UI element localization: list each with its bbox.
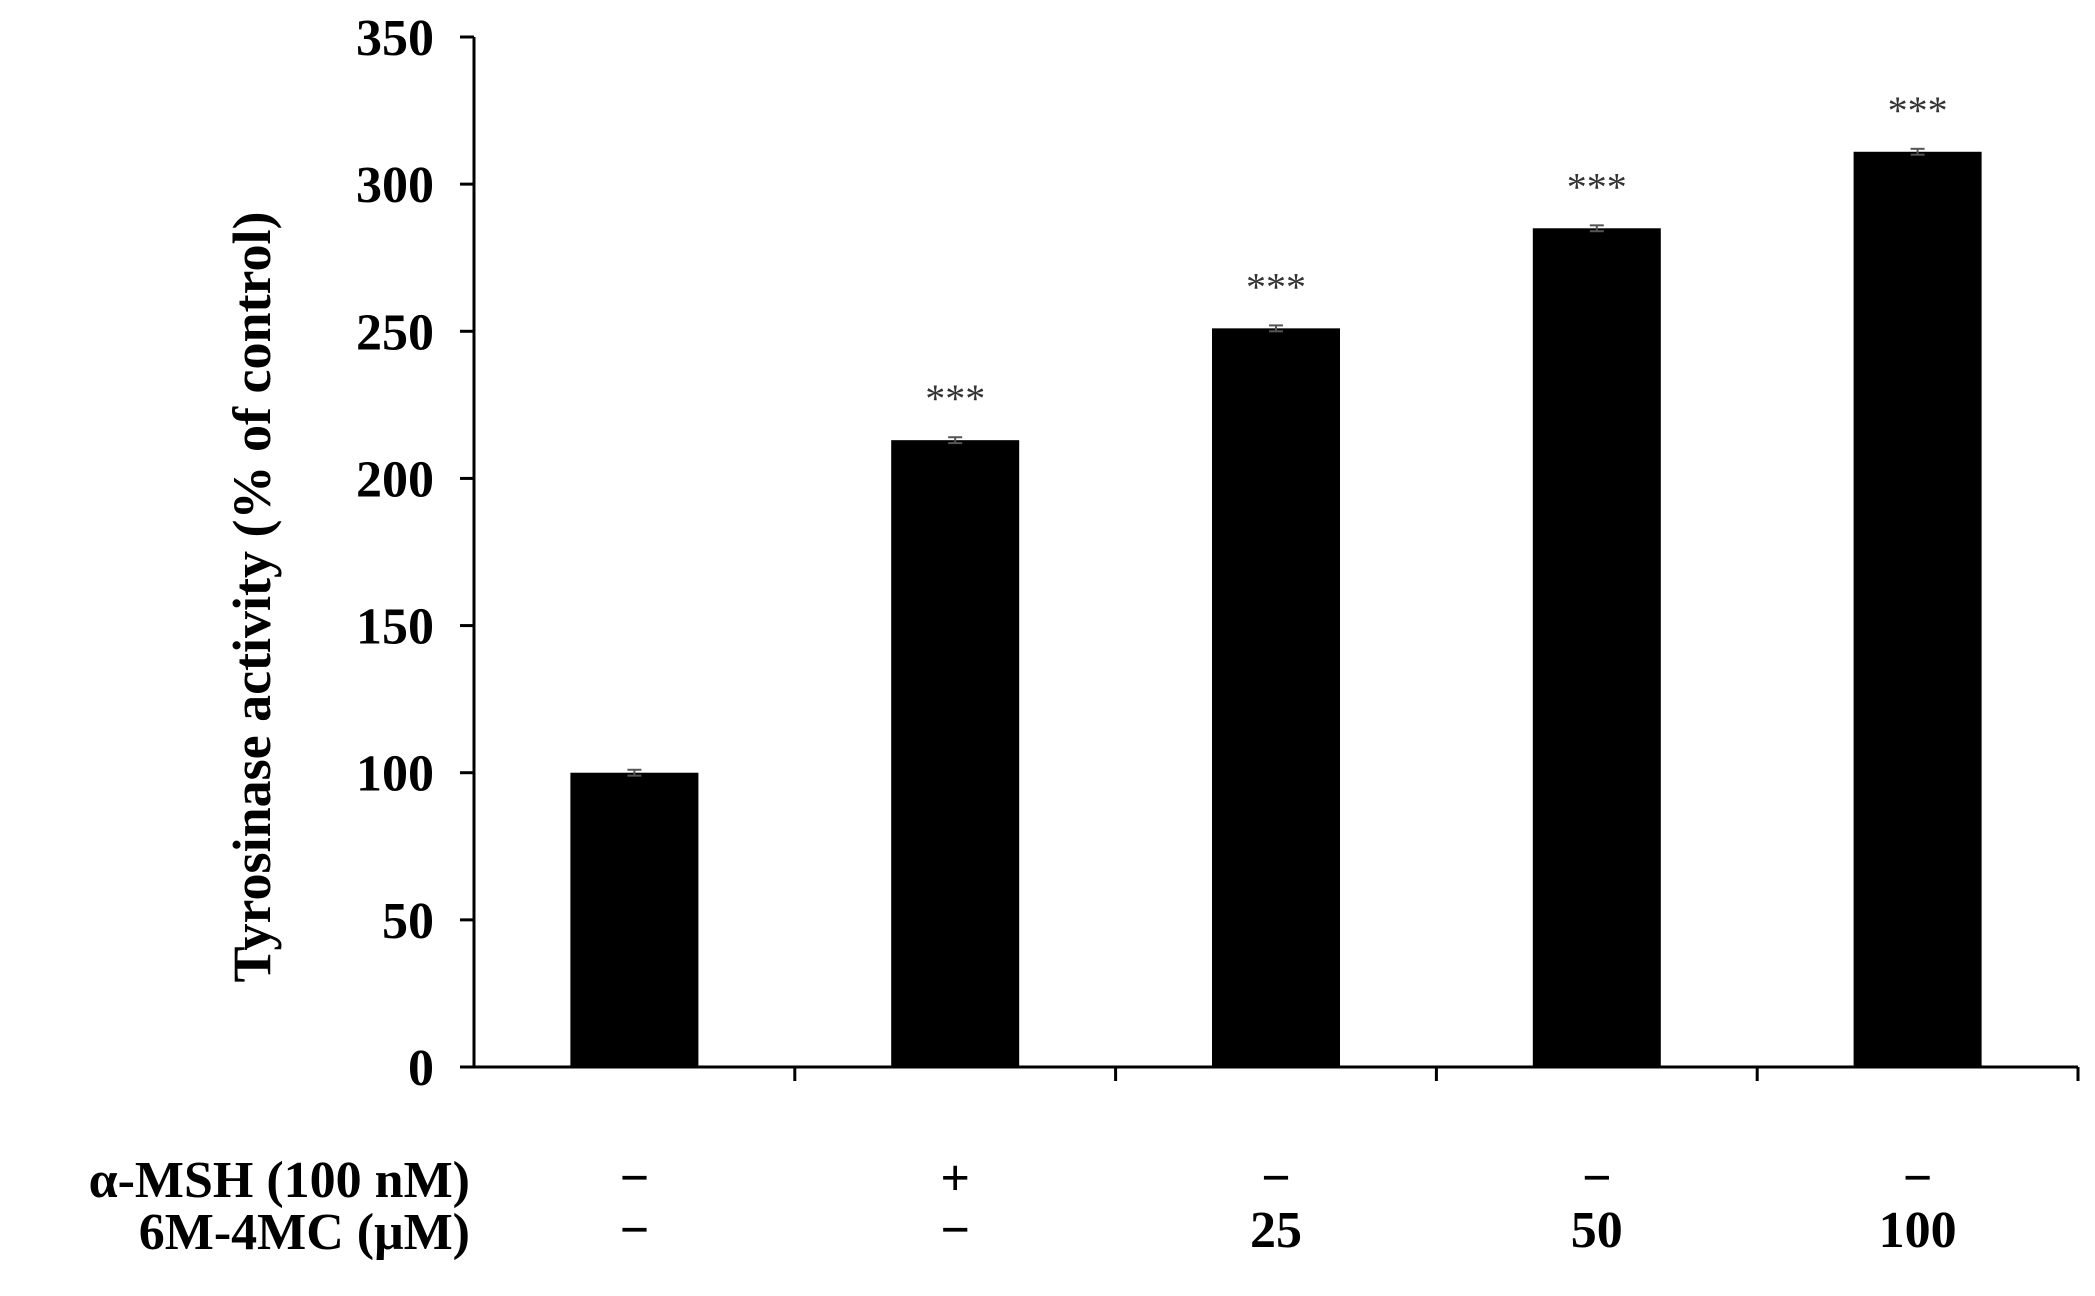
treatment-cell: − — [940, 1202, 970, 1259]
labels-layer: ************α-MSH (100 nM) − + − − −6M-4MC (μ… — [89, 88, 1957, 1261]
treatment-cell: − — [620, 1202, 650, 1259]
significance-label: *** — [1888, 88, 1948, 133]
y-tick-label: 100 — [356, 746, 434, 803]
treatment-row-label: α-MSH (100 nM) — [89, 1152, 470, 1209]
treatment-cell: + — [940, 1150, 970, 1207]
y-tick-label: 250 — [356, 304, 434, 361]
treatment-cell: 25 — [1250, 1202, 1302, 1259]
axes-layer: 0 50 100 150 200 250 300 350 — [356, 10, 2080, 1097]
significance-label: *** — [1567, 164, 1627, 209]
treatment-cell: − — [1903, 1150, 1933, 1207]
y-axis-label: Tyrosinase activity (% of control) — [222, 212, 282, 983]
treatment-cell: 50 — [1571, 1202, 1623, 1259]
significance-label: *** — [925, 376, 985, 421]
y-tick-label: 150 — [356, 599, 434, 656]
bar — [1212, 328, 1340, 1067]
bar — [1853, 151, 1982, 1067]
y-tick-label: 300 — [356, 157, 434, 214]
bar — [570, 772, 699, 1067]
bars-layer — [570, 147, 1982, 1068]
treatment-cell: − — [1582, 1150, 1612, 1207]
y-tick-label: 200 — [356, 451, 434, 508]
treatment-cell: − — [620, 1150, 650, 1207]
bar — [891, 440, 1020, 1068]
significance-label: *** — [1246, 264, 1306, 309]
treatment-cell: 100 — [1879, 1202, 1957, 1259]
bar — [1532, 228, 1661, 1068]
y-tick-label: 350 — [356, 10, 434, 67]
treatment-cell: − — [1261, 1150, 1291, 1207]
y-tick-label: 0 — [408, 1040, 434, 1097]
treatment-row-label: 6M-4MC (μM) — [139, 1204, 470, 1261]
y-tick-label: 50 — [382, 893, 434, 950]
